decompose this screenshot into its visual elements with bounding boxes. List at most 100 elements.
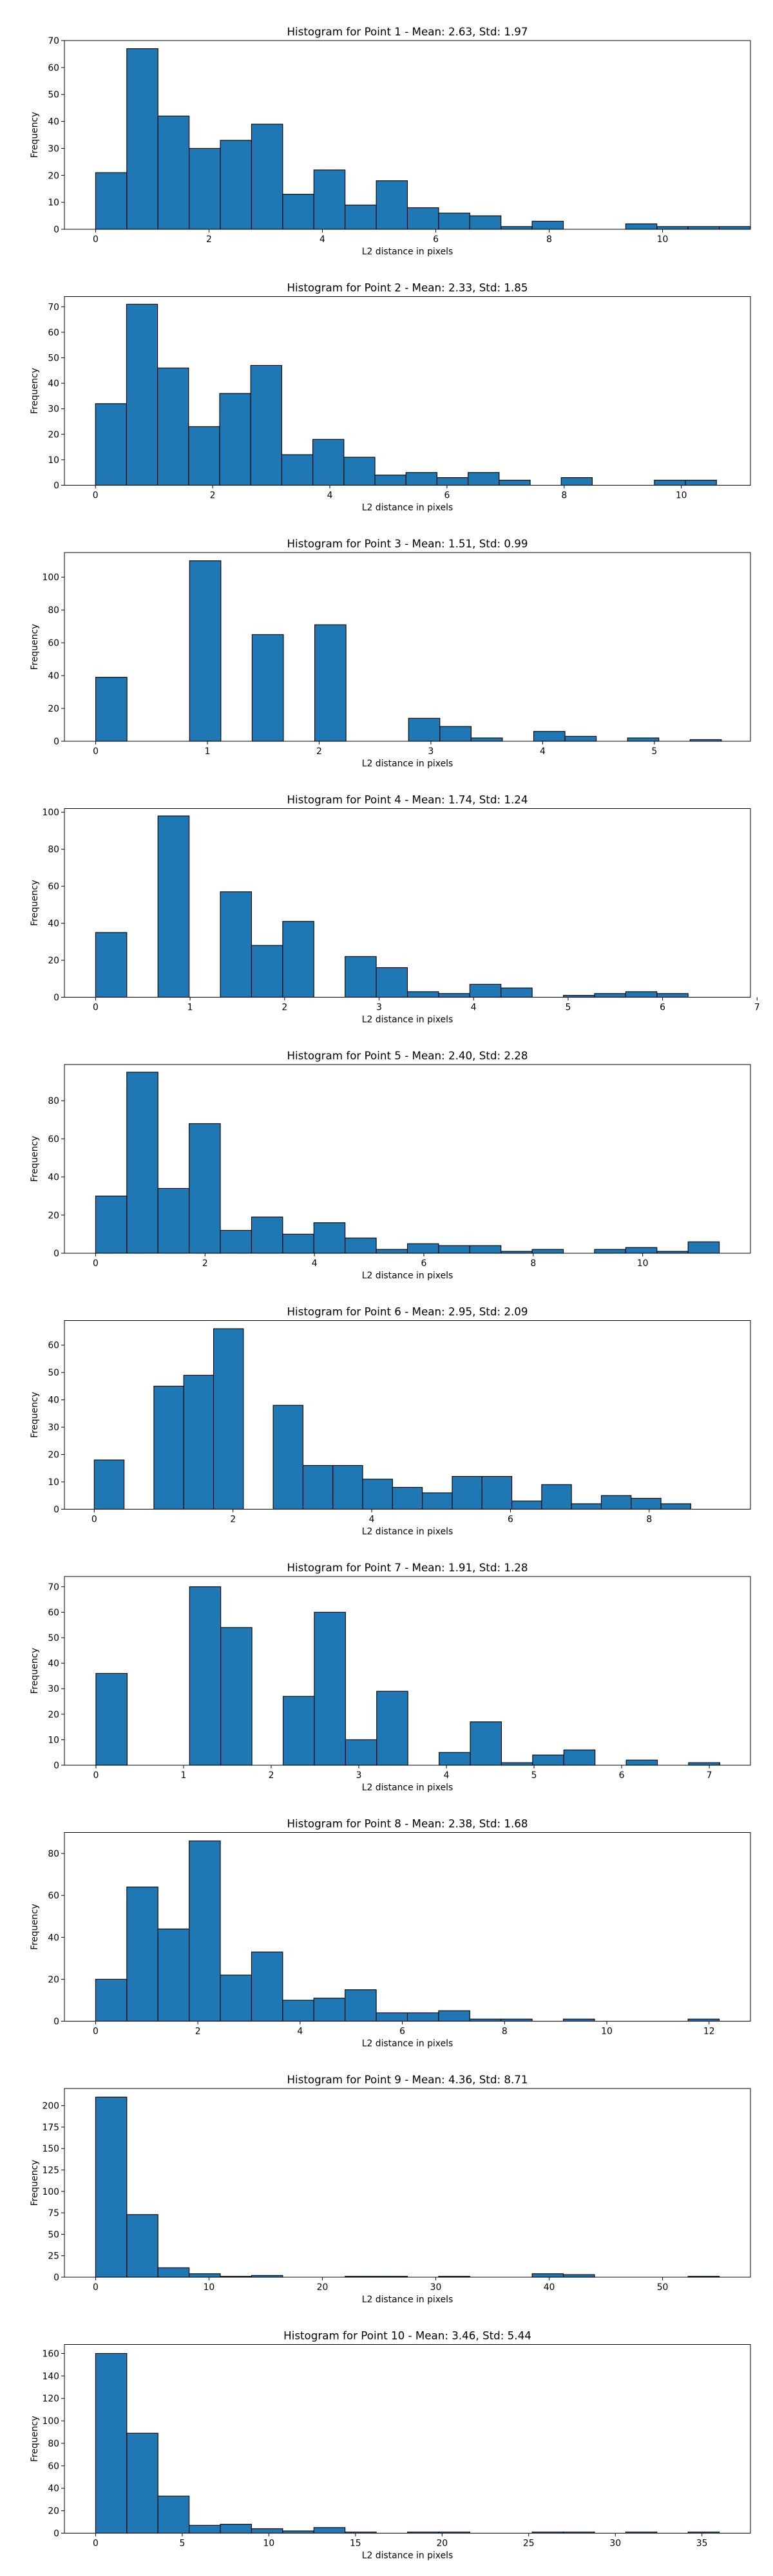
chart-title: Histogram for Point 6 - Mean: 2.95, Std:… <box>287 1305 528 1318</box>
y-tick-label: 10 <box>48 1735 59 1745</box>
histogram-bar <box>220 1627 253 1766</box>
histogram-bar <box>345 1989 377 2022</box>
x-tick-label: 30 <box>430 2282 442 2293</box>
histogram-bar <box>660 1503 691 1510</box>
x-tick-label: 0 <box>93 1258 99 1269</box>
histogram-bar <box>531 1249 564 1254</box>
x-axis-label: L2 distance in pixels <box>362 759 453 769</box>
histogram-bar <box>406 2012 439 2022</box>
histogram-bar <box>189 560 222 742</box>
histogram-bar <box>126 2432 158 2534</box>
histogram-bar <box>220 140 253 230</box>
y-tick-label: 60 <box>48 882 59 892</box>
histogram-bar <box>560 477 593 486</box>
histogram-bar <box>251 1217 283 1254</box>
histogram-bar <box>95 1195 128 1254</box>
x-tick-label: 1 <box>205 746 211 757</box>
histogram-bar <box>656 993 689 998</box>
histogram-bar <box>438 2010 470 2022</box>
y-tick-label: 60 <box>48 1607 59 1618</box>
x-tick-label: 2 <box>195 2027 201 2037</box>
x-tick-label: 10 <box>637 1258 649 1269</box>
chart-title: Histogram for Point 7 - Mean: 1.91, Std:… <box>287 1561 528 1574</box>
plot-frame <box>64 1064 751 1254</box>
x-tick-label: 6 <box>444 491 450 501</box>
y-tick-label: 20 <box>48 1450 59 1461</box>
y-tick-label: 40 <box>48 379 59 389</box>
y-axis-label: Frequency <box>30 2160 40 2206</box>
x-axis-label: L2 distance in pixels <box>362 247 453 257</box>
x-axis-label: L2 distance in pixels <box>362 2039 453 2049</box>
y-tick-label: 40 <box>48 1396 59 1406</box>
histogram-bar <box>157 2496 190 2534</box>
y-tick-label: 20 <box>48 430 59 440</box>
chart-panel-9: Histogram for Point 9 - Mean: 4.36, Std:… <box>30 2073 751 2305</box>
y-tick-label: 0 <box>53 1761 59 1771</box>
histogram-bar <box>422 1492 453 1510</box>
histogram-bar <box>157 2267 190 2278</box>
histogram-bar <box>436 477 469 486</box>
x-tick-label: 2 <box>230 1515 236 1525</box>
histogram-bar <box>251 634 284 742</box>
histogram-bar <box>362 1479 393 1510</box>
histogram-bar <box>532 1754 564 1766</box>
histogram-bars <box>95 1072 720 1254</box>
x-tick-label: 1 <box>181 1770 187 1781</box>
histogram-bar <box>282 2530 314 2534</box>
histogram-bar <box>406 207 439 230</box>
histogram-bars <box>93 1328 691 1510</box>
x-axis-label: L2 distance in pixels <box>362 1015 453 1025</box>
y-tick-label: 10 <box>48 1477 59 1488</box>
histogram-bar <box>625 991 658 998</box>
y-tick-label: 0 <box>53 2529 59 2539</box>
x-tick-label: 6 <box>508 1515 513 1525</box>
y-tick-label: 30 <box>48 404 59 415</box>
y-axis-label: Frequency <box>30 1392 40 1438</box>
chart-panel-7: Histogram for Point 7 - Mean: 1.91, Std:… <box>30 1561 751 1793</box>
y-tick-label: 40 <box>48 2484 59 2494</box>
x-tick-label: 8 <box>561 491 567 501</box>
histogram-bar <box>688 1762 720 1766</box>
x-tick-label: 10 <box>263 2539 275 2549</box>
y-tick-label: 20 <box>48 1975 59 1985</box>
y-tick-label: 20 <box>48 171 59 181</box>
histogram-bar <box>625 223 658 230</box>
x-tick-label: 6 <box>399 2027 405 2037</box>
histogram-bar <box>251 124 283 230</box>
y-tick-label: 20 <box>48 2506 59 2517</box>
y-tick-label: 60 <box>48 1341 59 1351</box>
x-tick-label: 2 <box>316 746 322 757</box>
x-tick-label: 0 <box>93 2027 99 2037</box>
y-tick-label: 0 <box>53 2017 59 2027</box>
y-tick-label: 160 <box>42 2349 59 2359</box>
histogram-bar <box>95 1672 128 1766</box>
x-tick-label: 7 <box>707 1770 712 1781</box>
x-axis-label: L2 distance in pixels <box>362 1783 453 1793</box>
histogram-bar <box>469 1245 502 1254</box>
y-axis-label: Frequency <box>30 624 40 670</box>
histogram-bar <box>343 457 376 486</box>
x-tick-label: 8 <box>546 234 552 245</box>
x-tick-label: 4 <box>297 2027 303 2037</box>
x-tick-label: 5 <box>179 2539 185 2549</box>
y-tick-label: 80 <box>48 1096 59 1106</box>
histogram-bar <box>625 1759 658 1766</box>
y-tick-label: 60 <box>48 63 59 73</box>
histogram-bars <box>95 2353 720 2534</box>
histogram-bar <box>189 1586 222 1766</box>
histogram-bars <box>95 303 717 486</box>
chart-title: Histogram for Point 9 - Mean: 4.36, Std:… <box>287 2073 528 2086</box>
histogram-bar <box>374 475 406 486</box>
histogram-bar <box>314 1611 346 1766</box>
y-tick-label: 60 <box>48 2461 59 2472</box>
x-tick-label: 4 <box>327 491 333 501</box>
histogram-bars <box>95 1586 720 1766</box>
histogram-bar <box>282 921 314 998</box>
histogram-bar <box>220 891 253 998</box>
histogram-bars <box>95 48 751 230</box>
chart-title: Histogram for Point 2 - Mean: 2.33, Std:… <box>287 281 528 294</box>
histogram-bar <box>687 226 720 230</box>
histogram-bar <box>533 731 566 742</box>
histogram-bar <box>345 204 377 230</box>
y-tick-label: 100 <box>42 2187 59 2197</box>
